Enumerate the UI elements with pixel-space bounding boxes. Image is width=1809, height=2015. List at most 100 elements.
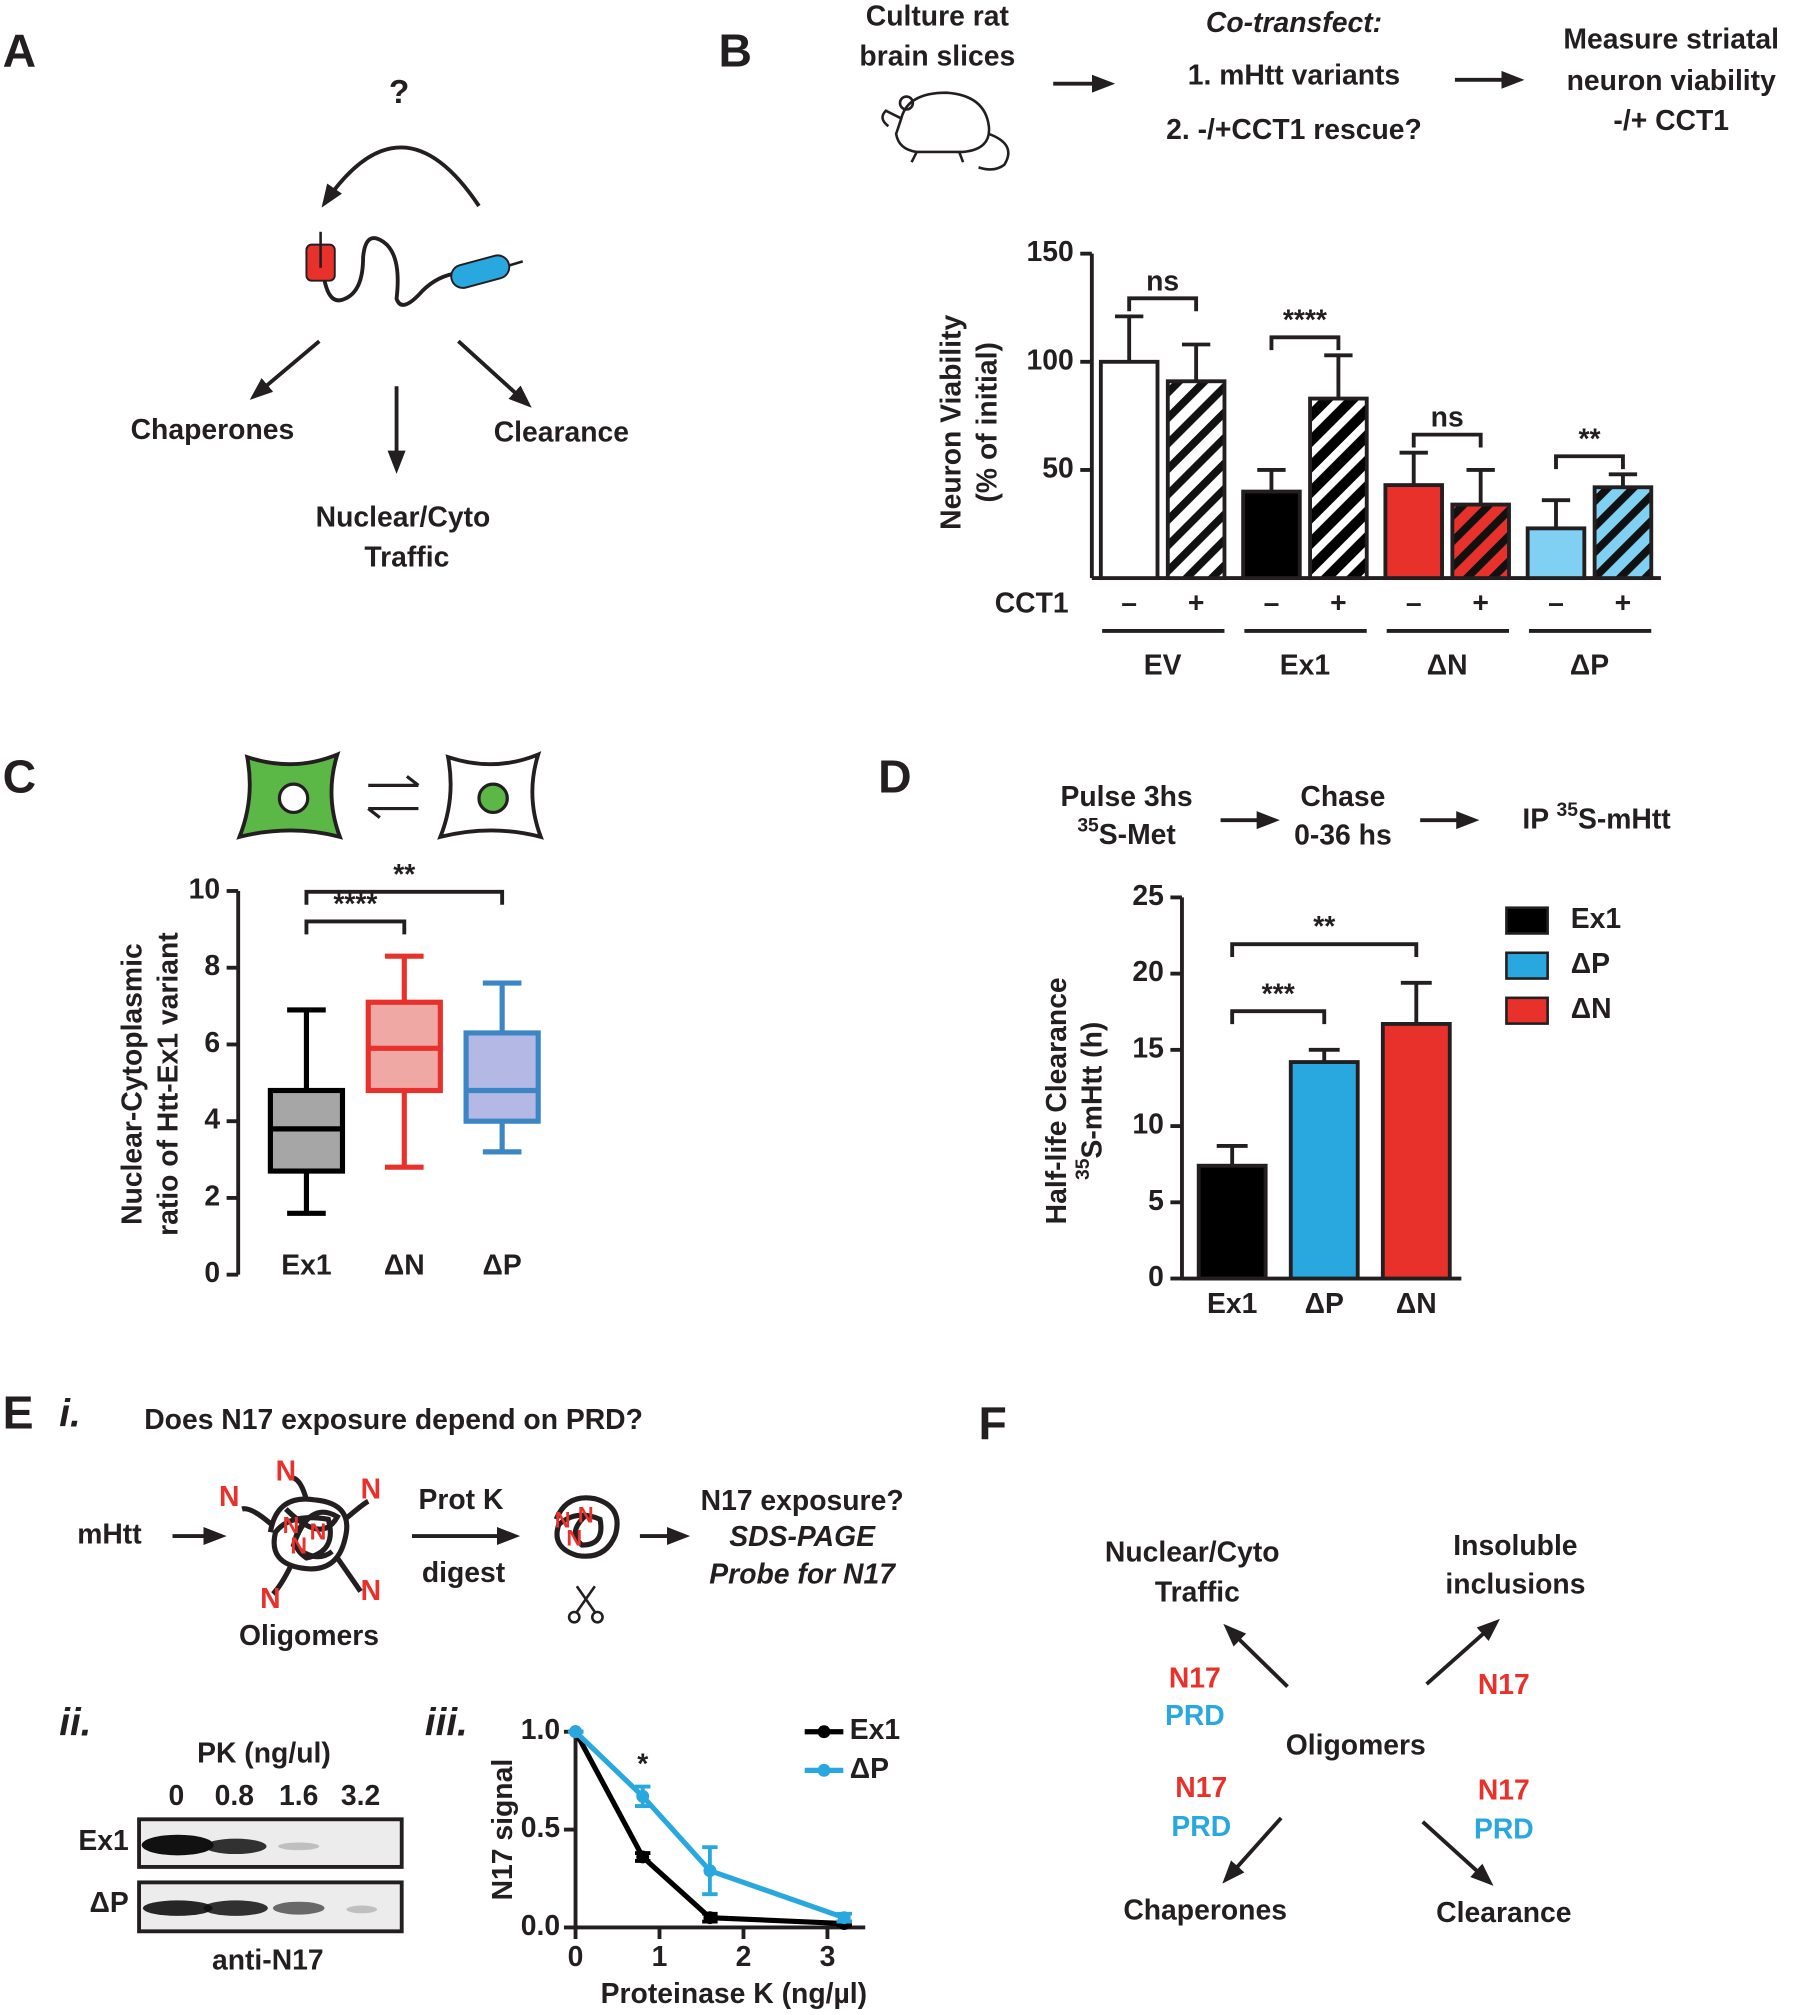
y-tick-label: 10	[1132, 1109, 1164, 1141]
legend-label: ΔP	[1571, 948, 1610, 980]
x-tick-label: –	[1548, 588, 1564, 620]
panel-label: E	[3, 1387, 34, 1439]
group-label: EV	[1144, 649, 1182, 681]
rat-icon	[881, 91, 1010, 171]
label: Chaperones	[1123, 1894, 1287, 1926]
label: IP 35S-mHtt	[1522, 800, 1671, 836]
question: ?	[389, 74, 409, 111]
upper-whisker	[384, 953, 424, 1003]
legend-label: ΔP	[850, 1753, 889, 1785]
significance-bracket	[1230, 1009, 1327, 1025]
annotation: *	[637, 1748, 648, 1780]
n-terminus: N	[566, 1526, 582, 1551]
label: Traffic	[364, 541, 449, 573]
x-tick-label: –	[1406, 588, 1422, 620]
significance-label: **	[1578, 423, 1600, 455]
x-tick-label: ΔN	[1396, 1288, 1437, 1320]
lower-whisker	[482, 1121, 522, 1155]
row-label: CCT1	[995, 588, 1069, 620]
label: -/+ CCT1	[1613, 105, 1729, 137]
bar	[1308, 396, 1369, 581]
label: brain slices	[859, 40, 1015, 72]
y-axis-label: ratio of Htt-Ex1 variant	[152, 932, 184, 1236]
digested-icon	[553, 1495, 620, 1559]
row-label: Ex1	[78, 1825, 128, 1857]
n-terminus: N	[361, 1473, 381, 1505]
bar	[1592, 485, 1654, 581]
n-terminus: N	[276, 1455, 296, 1487]
diagram-b: Culture rat brain slices Co-transfect: 1…	[859, 1, 1779, 171]
legend-label: ΔN	[1571, 993, 1612, 1025]
significance-bracket	[1554, 454, 1625, 470]
bands	[141, 1834, 378, 1916]
prd-label: PRD	[1474, 1813, 1534, 1845]
panel-label: iii.	[425, 1702, 468, 1745]
legend-marker	[817, 1763, 831, 1777]
n-terminus: N	[290, 1533, 307, 1559]
n-terminus: N	[219, 1481, 239, 1513]
y-tick-label: 1.0	[521, 1714, 560, 1746]
row-label: ΔP	[90, 1887, 129, 1919]
x-tick-label: 1	[652, 1941, 668, 1973]
label: Culture rat	[866, 1, 1010, 33]
label-text: IP	[1522, 804, 1556, 836]
antibody-label: anti-N17	[212, 1945, 324, 1977]
n-terminus: N	[283, 1512, 300, 1538]
legend-swatch	[1505, 951, 1549, 980]
scissors-icon	[567, 1585, 604, 1624]
significance-label: **	[1313, 911, 1335, 943]
y-axis-label: Nuclear-Cytoplasmic	[116, 943, 148, 1225]
panel-label: ii.	[59, 1702, 91, 1745]
panel-label: i.	[59, 1392, 80, 1435]
point	[636, 1789, 650, 1803]
lane-label: 3.2	[341, 1780, 380, 1812]
label: Pulse 3hs	[1060, 781, 1192, 813]
diagram-a: ? Chaperones Clearance Nuclear/Cyto Traf…	[131, 74, 629, 573]
label: 0-36 hs	[1294, 819, 1392, 851]
n-terminus: N	[310, 1519, 327, 1545]
y-tick-label: 8	[204, 950, 220, 982]
bar	[1450, 502, 1511, 581]
significance-label: **	[393, 859, 415, 891]
bar	[1241, 489, 1302, 581]
x-tick-label: Ex1	[281, 1249, 331, 1281]
prd-label: PRD	[1171, 1811, 1231, 1843]
label: Measure striatal	[1563, 24, 1779, 56]
n17-label: N17	[1478, 1669, 1530, 1701]
y-tick-label: 5	[1148, 1185, 1164, 1217]
prd-label: PRD	[1165, 1700, 1225, 1732]
lane-label: 0.8	[215, 1780, 254, 1812]
significance-bracket	[304, 919, 407, 935]
panel-label: C	[3, 750, 36, 802]
series-line	[573, 1730, 845, 1927]
group-label: Ex1	[1280, 649, 1330, 681]
label: Prot K	[418, 1484, 503, 1516]
prd-domain	[450, 254, 511, 289]
significance-label: ****	[1283, 304, 1327, 336]
x-tick-label: Ex1	[1207, 1288, 1257, 1320]
y-tick-label: 25	[1132, 880, 1164, 912]
legend-swatch	[1505, 996, 1549, 1025]
box	[463, 1030, 541, 1124]
panel-label: B	[718, 24, 751, 76]
bar	[1196, 1163, 1268, 1281]
superscript: 35	[1556, 800, 1578, 821]
n17-label: N17	[1478, 1775, 1530, 1807]
label-text: S-mHtt	[1578, 804, 1671, 836]
n-terminus: N	[260, 1583, 280, 1615]
upper-whisker	[482, 980, 522, 1033]
chain-end	[509, 260, 524, 267]
n17-label: N17	[1175, 1772, 1227, 1804]
label: digest	[422, 1557, 506, 1589]
arrow	[1222, 1816, 1283, 1884]
n-terminus: N	[578, 1503, 594, 1528]
x-axis-label: Proteinase K (ng/µl)	[601, 1978, 867, 2010]
label: inclusions	[1445, 1569, 1585, 1601]
label-text: S-mHtt (h)	[1077, 1022, 1109, 1159]
arrow	[1421, 1820, 1494, 1886]
x-tick-label: +	[1188, 588, 1205, 620]
point	[703, 1911, 717, 1925]
diagram-d: Pulse 3hs 35S-Met Chase 0-36 hs IP 35S-m…	[1060, 781, 1671, 852]
panel-label: A	[3, 24, 36, 76]
